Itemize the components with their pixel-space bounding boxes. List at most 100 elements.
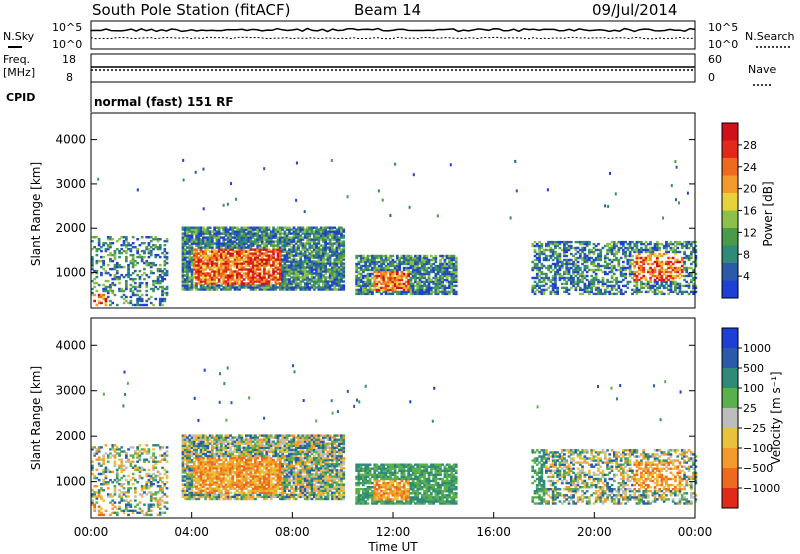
echo-cell: [432, 282, 435, 286]
echo-cell: [276, 238, 280, 241]
echo-cell: [131, 259, 135, 263]
echo-cell: [656, 242, 659, 246]
echo-cell: [371, 260, 374, 264]
echo-cell: [662, 292, 666, 296]
echo-cell: [195, 256, 198, 259]
echo-cell: [106, 247, 110, 251]
echo-cell: [622, 250, 625, 254]
echo-cell: [674, 288, 677, 292]
echo-cell: [240, 230, 244, 233]
echo-cell: [405, 260, 408, 264]
echo-cell: [678, 266, 682, 270]
echo-cell: [411, 284, 415, 288]
echo-cell: [226, 495, 230, 499]
echo-cell: [202, 483, 205, 486]
echo-cell: [538, 260, 541, 264]
echo-cell: [409, 258, 413, 262]
echo-cell: [448, 274, 451, 278]
echo-cell: [556, 260, 559, 264]
echo-cell: [411, 270, 415, 274]
echo-cell: [220, 444, 223, 447]
echo-cell: [574, 262, 578, 266]
echo-cell: [430, 264, 433, 268]
echo-cell: [377, 266, 381, 270]
echo-cell: [197, 438, 201, 441]
echo-cell: [279, 230, 282, 233]
echo-cell: [190, 282, 194, 285]
echo-cell: [538, 284, 541, 288]
echo-cell: [276, 228, 280, 231]
nsky-label: N.Sky: [3, 30, 35, 43]
echo-cell: [274, 248, 278, 251]
echo-cell: [217, 446, 221, 449]
echo-cell: [109, 283, 112, 287]
echo-cell: [118, 263, 121, 267]
echo-cell: [450, 262, 454, 266]
echo-cell: [224, 264, 228, 267]
echo-cell: [238, 274, 241, 277]
echo-cell: [556, 256, 559, 260]
echo-cell: [549, 264, 553, 268]
echo-cell: [656, 274, 659, 278]
echo-cell: [637, 260, 641, 264]
echo-cell: [217, 240, 221, 243]
echo-cell: [222, 236, 226, 239]
echo-cell: [127, 265, 130, 269]
echo-cell: [269, 232, 273, 235]
echo-cell: [224, 495, 228, 499]
echo-cell: [301, 288, 305, 291]
echo-cell: [258, 228, 262, 231]
echo-cell: [211, 436, 214, 439]
echo-cell: [579, 266, 582, 270]
echo-cell: [267, 286, 271, 289]
echo-cell: [197, 232, 201, 235]
echo-cell: [242, 234, 246, 237]
echo-cell: [197, 434, 201, 437]
echo-cell: [430, 278, 433, 282]
echo-cell: [213, 495, 216, 499]
echo-cell: [407, 282, 410, 286]
echo-cell: [576, 240, 580, 244]
echo-cell: [181, 254, 185, 257]
echo-cell: [222, 280, 226, 283]
echo-cell: [301, 286, 305, 289]
echo-cell: [272, 268, 275, 271]
echo-cell: [308, 232, 312, 235]
echo-cell: [249, 232, 253, 235]
echo-cell: [313, 240, 316, 243]
echo-cell: [208, 483, 212, 486]
echo-cell: [331, 236, 334, 239]
echo-cell: [183, 270, 187, 273]
echo-cell: [292, 226, 296, 229]
echo-cell: [423, 274, 426, 278]
echo-cell: [186, 232, 189, 235]
echo-cell: [434, 280, 438, 284]
echo-cell: [231, 284, 235, 287]
echo-cell: [197, 471, 201, 474]
echo-cell: [181, 469, 185, 472]
echo-cell: [274, 250, 278, 253]
echo-cell: [258, 280, 262, 283]
echo-cell: [199, 280, 203, 283]
echo-cell: [405, 280, 408, 284]
echo-cell: [538, 240, 541, 244]
echo-cell: [290, 248, 293, 251]
echo-cell: [236, 254, 239, 257]
echo-cell: [260, 270, 264, 273]
echo-cell: [152, 281, 155, 285]
echo-cell: [236, 280, 239, 283]
echo-cell: [301, 254, 305, 257]
echo-cell: [626, 282, 630, 286]
echo-cell: [213, 456, 216, 460]
echo-cell: [545, 242, 548, 246]
echo-cell: [660, 280, 664, 284]
echo-cell: [610, 288, 614, 292]
echo-cell: [368, 268, 372, 272]
echo-cell: [405, 268, 408, 272]
echo-cell: [236, 236, 239, 239]
echo-cell: [247, 236, 250, 239]
echo-cell: [263, 248, 266, 251]
echo-cell: [199, 254, 203, 257]
echo-cell: [269, 240, 273, 243]
echo-cell: [233, 456, 237, 460]
